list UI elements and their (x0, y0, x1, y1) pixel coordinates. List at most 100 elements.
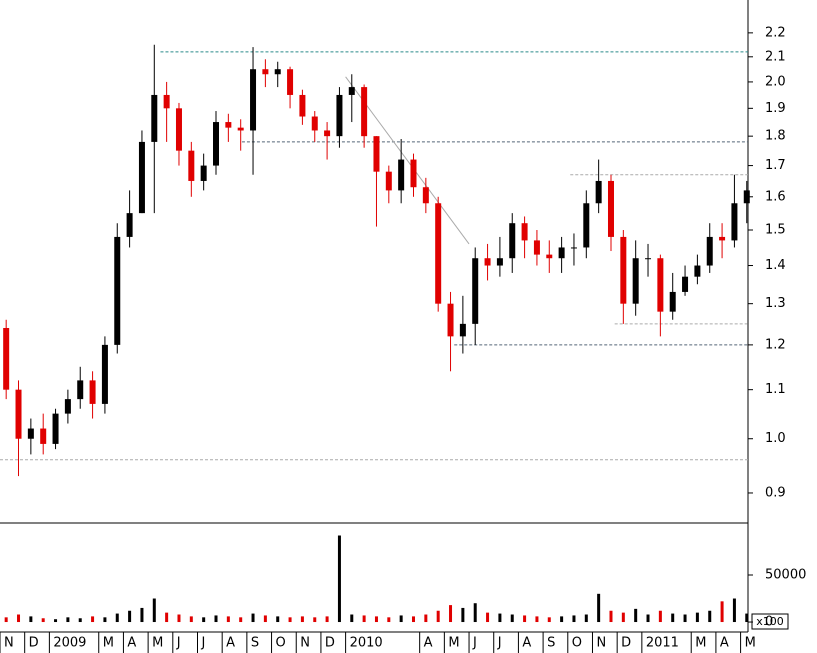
candle-body (336, 94, 343, 137)
volume-bar (560, 616, 564, 623)
volume-bar (745, 613, 749, 623)
candle-body (299, 94, 306, 117)
x-tick-label: 2011 (646, 636, 679, 651)
volume-bar (535, 616, 539, 623)
y-tick-label: 1.1 (765, 382, 786, 397)
candle-body (607, 180, 614, 237)
volume-bar (66, 617, 70, 623)
x-tick-label: D (325, 636, 335, 651)
candle-body (250, 69, 257, 131)
candle-body (435, 203, 442, 304)
y-tick-label: 1.2 (765, 337, 786, 352)
volume-bar (214, 615, 218, 623)
volume-bar (91, 616, 95, 623)
volume-bar (732, 598, 736, 623)
volume-bar (486, 612, 490, 623)
x-tick-label: J (200, 636, 205, 651)
candle-body (706, 236, 713, 266)
volume-bar (683, 614, 687, 623)
volume-bar (78, 618, 82, 623)
volume-bar (671, 613, 675, 623)
candle-body (533, 240, 540, 255)
candle-body (361, 87, 368, 137)
volume-bar (263, 615, 267, 623)
volume-bar (140, 607, 144, 623)
y-tick-label: 50000 (765, 568, 806, 583)
candle-body (213, 122, 220, 166)
candle-body (595, 180, 602, 204)
y-tick-label: 2.1 (765, 49, 786, 64)
candle-body (472, 258, 479, 324)
candle-body (521, 223, 528, 241)
volume-bar (646, 614, 650, 623)
volume-bar (29, 616, 33, 623)
x-tick-label: N (4, 636, 14, 651)
y-tick-label: 1.6 (765, 189, 786, 204)
volume-bar (547, 617, 551, 623)
candle-body (163, 94, 170, 109)
candle-body (348, 87, 355, 95)
volume-bar (276, 616, 280, 623)
volume-bar (165, 612, 169, 623)
candle-body (459, 323, 466, 337)
unit-box (751, 613, 789, 630)
candle-body (620, 236, 627, 304)
volume-bar (128, 610, 132, 623)
x-tick-label: S (547, 636, 555, 651)
volume-bar (239, 617, 243, 623)
candle-body (225, 122, 232, 128)
x-tick-label: M (152, 636, 163, 651)
x-tick-label: A (226, 636, 235, 651)
volume-bar (461, 607, 465, 623)
candle-body (731, 203, 738, 241)
volume-bar (226, 616, 230, 623)
candle-body (546, 254, 553, 259)
volume-bar (313, 617, 317, 623)
candle-body (422, 187, 429, 204)
volume-bar (720, 601, 724, 623)
y-tick-label: 0.9 (765, 485, 786, 500)
x-tick-label: A (720, 636, 729, 651)
candle-body (570, 247, 577, 249)
volume-bar (708, 610, 712, 623)
candle-body (669, 291, 676, 312)
volume-bar (300, 616, 304, 623)
candle-body (583, 203, 590, 248)
y-tick-label: 1.4 (765, 258, 786, 273)
volume-bar (387, 617, 391, 623)
x-tick-label: N (300, 636, 310, 651)
candle-body (484, 258, 491, 266)
volume-bar (597, 593, 601, 623)
x-tick-label: D (29, 636, 39, 651)
y-tick-label: 1.9 (765, 101, 786, 116)
y-tick-label: 2.2 (765, 25, 786, 40)
candle-body (126, 213, 133, 237)
volume-bar (350, 614, 354, 623)
candle-body (101, 344, 108, 404)
candle-body (175, 108, 182, 151)
volume-bar (115, 613, 119, 623)
candle-body (694, 265, 701, 277)
y-tick-label: 0 (765, 615, 773, 630)
y-tick-label: 1.5 (765, 223, 786, 238)
volume-bar (362, 615, 366, 623)
volume-bar (634, 608, 638, 623)
candle-body (398, 159, 405, 191)
volume-bar (609, 610, 613, 623)
candle-body (3, 328, 10, 390)
volume-bar (251, 613, 255, 623)
volume-bar (399, 615, 403, 623)
candle-body (274, 69, 281, 75)
candle-body (509, 223, 516, 259)
candle-body (89, 380, 96, 404)
volume-bar (374, 616, 378, 623)
volume-bar (695, 612, 699, 623)
candle-body (15, 389, 22, 439)
candle-body (682, 276, 689, 292)
candle-body (373, 136, 380, 172)
candle-body (324, 130, 331, 137)
y-tick-label: 2.0 (765, 74, 786, 89)
volume-bar (449, 605, 453, 623)
